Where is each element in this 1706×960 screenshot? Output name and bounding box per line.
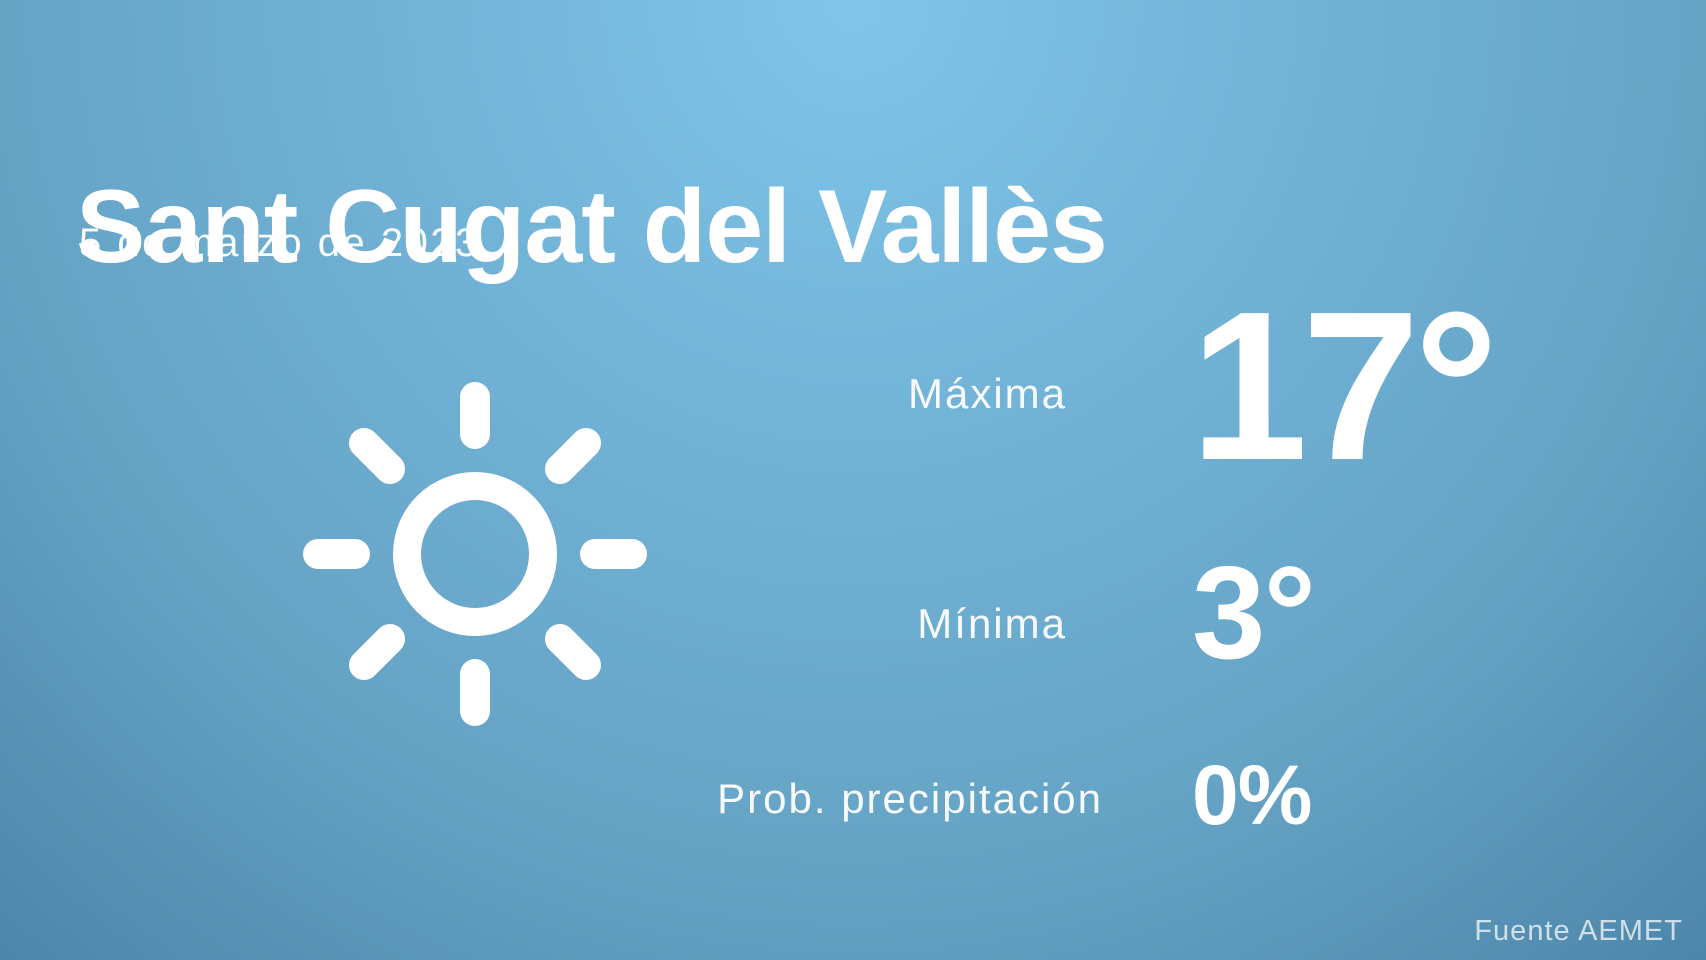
max-temp-value: 17° [1190,267,1499,504]
date-subtitle: 5 de marzo de 2023 [79,221,480,265]
source-attribution: Fuente AEMET [1474,915,1683,947]
precipitation-probability-label: Prob. precipitación [717,775,1103,822]
page-title: Sant Cugat del Vallès [76,168,1108,285]
min-temp-label: Mínima [917,600,1067,647]
min-temp-value: 3° [1192,539,1316,686]
max-temp-label: Máxima [907,370,1067,417]
sun-icon [295,374,655,734]
precipitation-probability-value: 0% [1192,748,1312,842]
